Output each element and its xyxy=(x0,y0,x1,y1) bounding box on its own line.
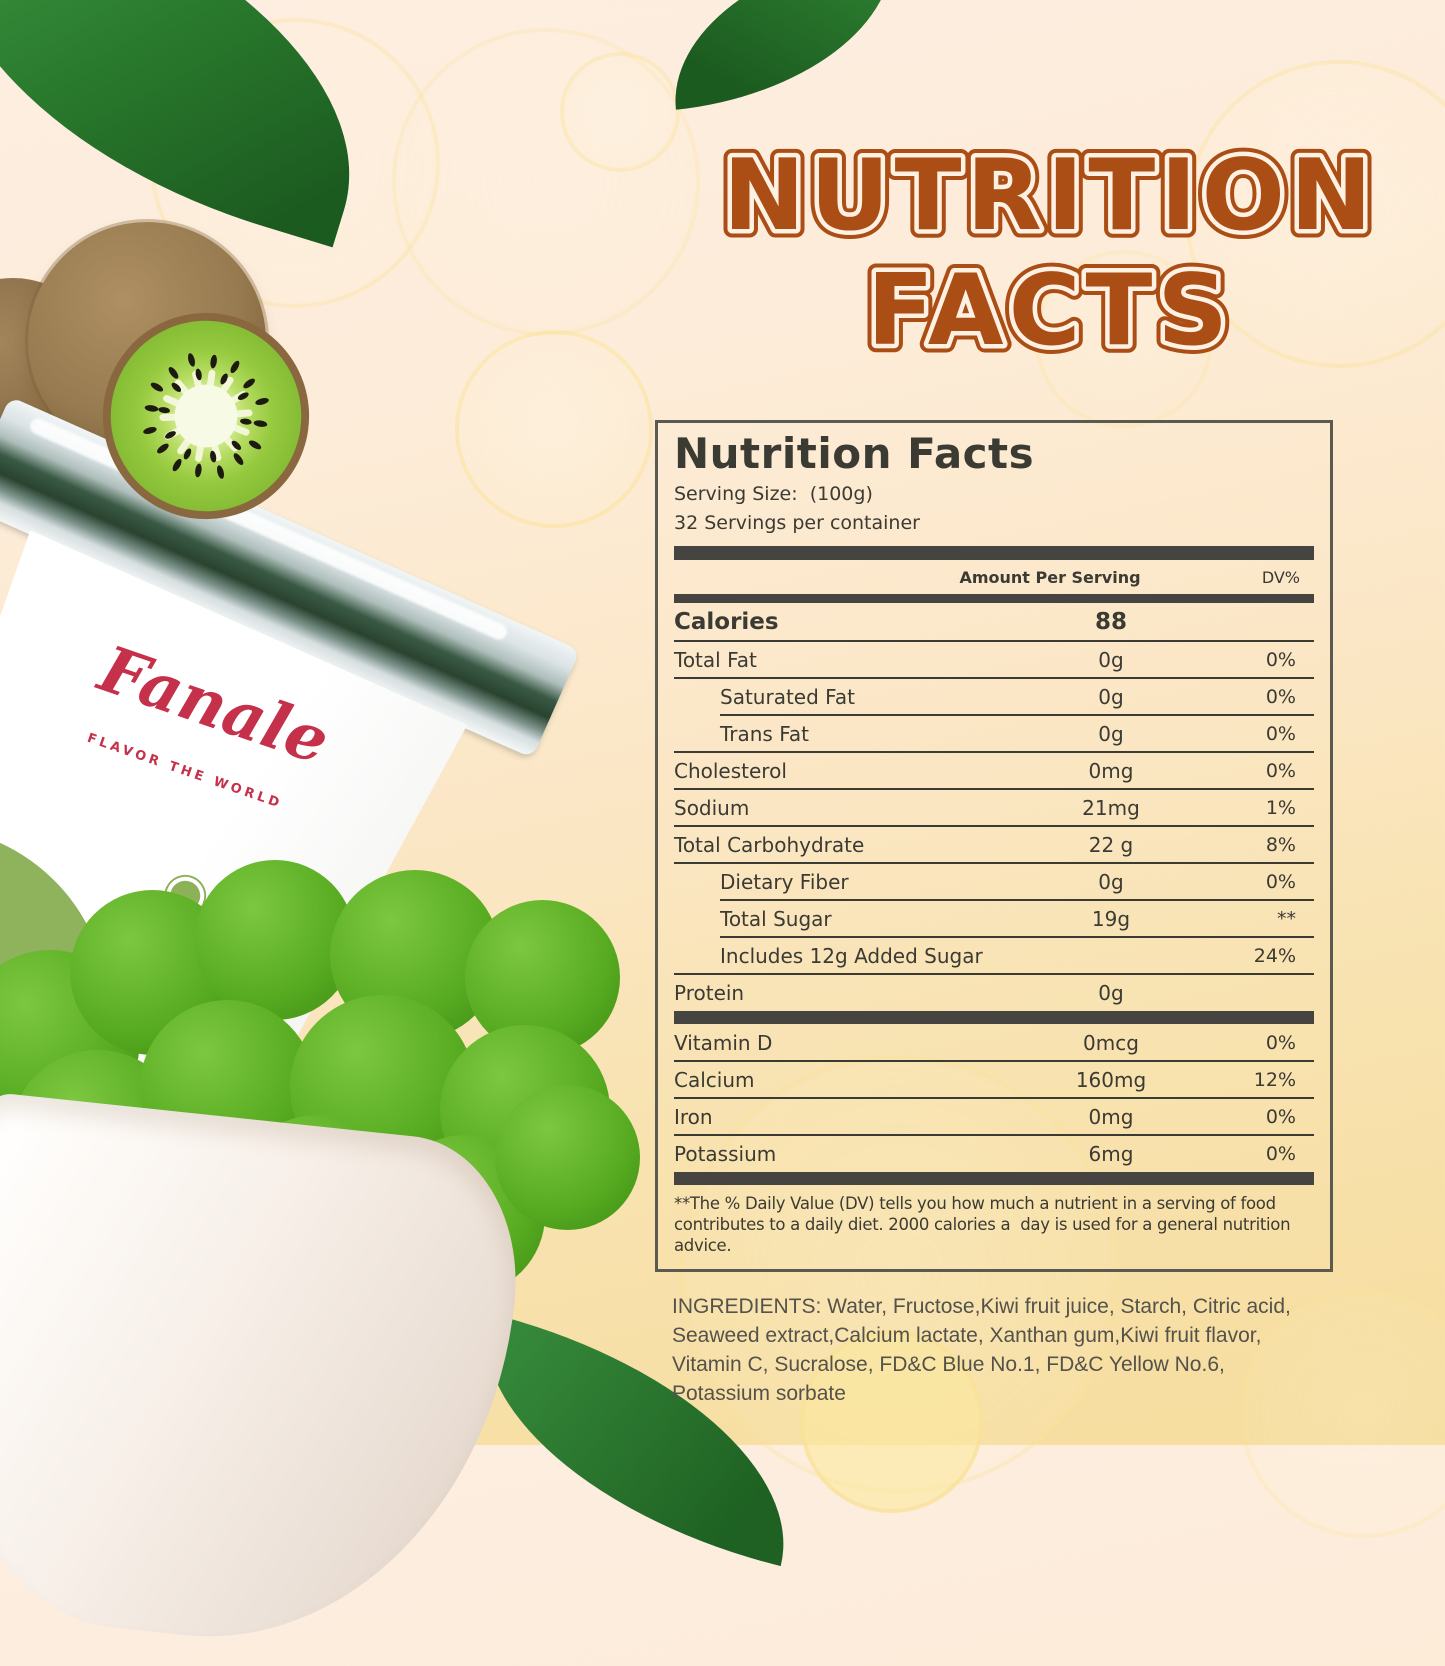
nutrition-row: Iron 0mg 0% xyxy=(674,1099,1314,1134)
title-line2: FACTS xyxy=(867,254,1233,368)
nutrient-label: Total Fat xyxy=(674,647,757,672)
bokeh-circle xyxy=(560,52,680,172)
row-divider xyxy=(674,1060,1314,1063)
nutrition-row: Total Sugar 19g ** xyxy=(674,901,1314,936)
nutrient-dv: 0% xyxy=(1265,1142,1296,1165)
flavor-name: KIWI xyxy=(0,883,1,969)
nutrient-label: Saturated Fat xyxy=(720,684,855,709)
nutrient-amount: 22 g xyxy=(1088,832,1134,857)
nutrition-row: Calcium 160mg 12% xyxy=(674,1062,1314,1097)
nutrition-row: Saturated Fat 0g 0% xyxy=(674,679,1314,714)
leaf-decoration xyxy=(661,0,907,110)
nutrient-dv: 0% xyxy=(1265,870,1296,893)
nutrient-label: Total Carbohydrate xyxy=(674,832,865,857)
row-divider xyxy=(674,1134,1314,1137)
nutrient-dv: 0% xyxy=(1265,1031,1296,1054)
nutrient-dv: 1% xyxy=(1265,796,1296,819)
row-divider xyxy=(720,714,1314,717)
amount-column-header: Amount Per Serving xyxy=(959,567,1141,587)
nutrient-dv: 8% xyxy=(1265,833,1296,856)
row-divider xyxy=(674,1097,1314,1100)
nutrient-label: Vitamin D xyxy=(674,1030,773,1055)
title-line1: NUTRITION xyxy=(723,139,1377,253)
nutrient-label: Calories xyxy=(674,608,779,635)
nutrition-row: Total Carbohydrate 22 g 8% xyxy=(674,827,1314,862)
row-divider xyxy=(674,640,1314,643)
row-divider xyxy=(674,751,1314,754)
nutrient-label: Calcium xyxy=(674,1067,755,1092)
nutrient-dv: 0% xyxy=(1265,648,1296,671)
row-divider xyxy=(674,862,1314,865)
nutrient-dv: ** xyxy=(1277,907,1296,930)
nutrient-label: Cholesterol xyxy=(674,758,787,783)
bokeh-circle xyxy=(455,330,653,528)
nutrient-label: Sodium xyxy=(674,795,750,820)
row-divider xyxy=(720,899,1314,902)
nutrition-row: Protein 0g xyxy=(674,975,1314,1010)
servings-per-container: 32 Servings per container xyxy=(674,512,920,535)
nutrient-amount: 0g xyxy=(1098,684,1124,709)
row-divider xyxy=(674,788,1314,791)
nutrient-amount: 0g xyxy=(1098,980,1124,1005)
nutrition-row: Dietary Fiber 0g 0% xyxy=(674,864,1314,899)
nutrient-amount: 160mg xyxy=(1075,1067,1147,1092)
bokeh-circle xyxy=(1185,60,1445,368)
nutrition-row: Calories 88 xyxy=(674,603,1314,640)
nutrition-row: Sodium 21mg 1% xyxy=(674,790,1314,825)
serving-size: Serving Size: (100g) xyxy=(674,483,873,506)
nutrition-row: Vitamin D 0mcg 0% xyxy=(674,1025,1314,1060)
nutrient-dv: 0% xyxy=(1265,722,1296,745)
nutrition-facts-panel: Nutrition Facts Serving Size: (100g) 32 … xyxy=(655,420,1333,1272)
daily-value-footnote: **The % Daily Value (DV) tells you how m… xyxy=(674,1194,1296,1256)
nutrient-amount: 0mg xyxy=(1088,1104,1134,1129)
nutrition-row: Potassium 6mg 0% xyxy=(674,1136,1314,1171)
nutrient-amount: 19g xyxy=(1091,906,1131,931)
kiwi-fruit-half xyxy=(102,312,310,520)
ingredients-text: INGREDIENTS: Water, Fructose,Kiwi fruit … xyxy=(672,1295,1291,1405)
divider-bar xyxy=(674,1011,1314,1025)
nutrient-label: Potassium xyxy=(674,1141,777,1166)
row-divider xyxy=(674,973,1314,976)
divider-bar xyxy=(674,594,1314,604)
nutrient-amount: 0g xyxy=(1098,869,1124,894)
nutrition-facts-title: Nutrition Facts xyxy=(674,429,1035,478)
title-line2-outline: FACTS xyxy=(867,254,1233,368)
nutrition-row: Trans Fat 0g 0% xyxy=(674,716,1314,751)
nutrient-dv: 0% xyxy=(1265,685,1296,708)
serving-bowl xyxy=(0,1090,531,1666)
nutrient-label: Iron xyxy=(674,1104,713,1129)
divider-bar xyxy=(674,1172,1314,1186)
page-title: NUTRITION NUTRITION FACTS FACTS xyxy=(714,131,1380,377)
boba-pearl xyxy=(195,860,355,1020)
nutrient-label: Protein xyxy=(674,980,745,1005)
nutrient-dv: 24% xyxy=(1253,944,1296,967)
nutrient-dv: 0% xyxy=(1265,1105,1296,1128)
nutrient-amount: 0g xyxy=(1098,647,1124,672)
nutrient-label: Dietary Fiber xyxy=(720,869,849,894)
nutrient-dv: 12% xyxy=(1253,1068,1296,1091)
nutrient-amount: 0mg xyxy=(1088,758,1134,783)
nutrient-amount: 6mg xyxy=(1088,1141,1134,1166)
nutrition-row: Includes 12g Added Sugar 24% xyxy=(674,938,1314,973)
nutrient-amount: 0mcg xyxy=(1083,1030,1139,1055)
nutrient-label: Trans Fat xyxy=(720,721,809,746)
dv-column-header: DV% xyxy=(1261,567,1300,587)
row-divider xyxy=(674,677,1314,680)
nutrient-amount: 0g xyxy=(1098,721,1124,746)
row-divider xyxy=(674,825,1314,828)
nutrition-row: Total Fat 0g 0% xyxy=(674,642,1314,677)
nutrition-row: Cholesterol 0mg 0% xyxy=(674,753,1314,788)
nutrient-amount: 88 xyxy=(1094,608,1127,635)
nutrient-label: Includes 12g Added Sugar xyxy=(720,943,983,968)
nutrient-label: Total Sugar xyxy=(720,906,832,931)
nutrient-dv: 0% xyxy=(1265,759,1296,782)
divider-bar xyxy=(674,546,1314,561)
nutrient-amount: 21mg xyxy=(1082,795,1140,820)
column-headers: Amount Per Serving DV% xyxy=(674,560,1314,594)
row-divider xyxy=(720,936,1314,939)
title-line1-outline: NUTRITION xyxy=(723,139,1377,253)
bokeh-circle xyxy=(1035,250,1213,428)
boba-pearl xyxy=(495,1085,640,1230)
